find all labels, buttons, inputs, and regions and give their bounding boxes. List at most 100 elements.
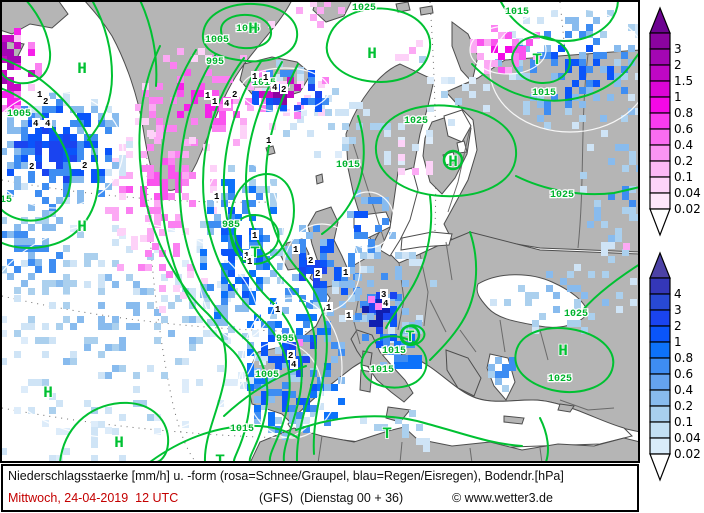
pressure-center-T: T bbox=[250, 244, 260, 262]
pressure-center-H: H bbox=[114, 434, 124, 452]
precip-value: 2 bbox=[315, 269, 320, 279]
scale-arrow-top bbox=[649, 251, 671, 279]
precip-value: 2 bbox=[232, 90, 237, 100]
sea bbox=[400, 231, 453, 251]
precip-cluster-greenland-blob-tail bbox=[1, 210, 84, 294]
border-line bbox=[559, 399, 615, 411]
pressure-center-T: T bbox=[215, 452, 225, 470]
precip-value: 4 bbox=[45, 119, 51, 129]
border-line bbox=[317, 435, 323, 462]
isobar-line bbox=[223, 365, 307, 417]
precip-cluster-alps-core bbox=[355, 292, 397, 348]
precip-value: 1 bbox=[252, 231, 258, 241]
landmass bbox=[312, 1, 353, 23]
isobar-line bbox=[219, 13, 273, 50]
pressure-center-circle bbox=[442, 149, 464, 171]
precip-value: 4 bbox=[272, 83, 278, 93]
scale-segment bbox=[649, 144, 671, 162]
scale-tick-label: 1 bbox=[674, 335, 682, 349]
isobar-line bbox=[514, 327, 615, 393]
landmass bbox=[503, 415, 525, 425]
pressure-center-H: H bbox=[77, 218, 87, 236]
rain-scale-svg: 4 3 2 1 0.8 0.6 0.4 0.2 0.1 0.04 0.02 bbox=[649, 251, 701, 482]
precip-cluster-pink-bothnia bbox=[398, 140, 433, 175]
scale-tick-label: 4 bbox=[674, 287, 682, 301]
precip-outline bbox=[489, 7, 639, 133]
scale-segment bbox=[649, 389, 671, 407]
precip-cluster-ne-russia bbox=[495, 10, 639, 129]
precip-values-layer: 124422114211421111112211113424 bbox=[28, 71, 390, 370]
isobar-line bbox=[539, 417, 549, 462]
landmass bbox=[315, 173, 324, 185]
scale-segment bbox=[649, 293, 671, 311]
scale-tick-label: 1.5 bbox=[674, 74, 693, 88]
precip-cluster-kanin bbox=[427, 77, 490, 126]
pressure-center-T: T bbox=[532, 51, 542, 69]
scale-tick-label: 0.02 bbox=[674, 202, 701, 216]
isobar-line bbox=[87, 1, 114, 141]
isobar-line bbox=[360, 335, 428, 389]
border-line bbox=[539, 447, 543, 462]
pressure-label: 1015 bbox=[230, 424, 254, 435]
precip-cluster-s-norway bbox=[347, 190, 396, 253]
border-line bbox=[445, 241, 453, 281]
scale-segment bbox=[649, 160, 671, 178]
precip-value: 2 bbox=[281, 85, 286, 95]
scale-tick-label: 0.1 bbox=[674, 170, 693, 184]
precip-cluster-pink-barents-w bbox=[395, 40, 423, 61]
precip-value: 1 bbox=[266, 136, 272, 146]
pressure-label: 1005 bbox=[205, 35, 229, 46]
border-line bbox=[447, 127, 471, 213]
scale-segment bbox=[649, 176, 671, 194]
isobar-line bbox=[201, 2, 299, 63]
precip-value: 1 bbox=[343, 268, 349, 278]
pressure-label: 1025 bbox=[548, 374, 572, 385]
scale-segment bbox=[649, 357, 671, 375]
pressure-label: 1015 bbox=[336, 160, 360, 171]
scale-tick-label: 0.02 bbox=[674, 447, 701, 461]
isobar-line bbox=[228, 173, 295, 265]
isobar-line bbox=[244, 61, 317, 462]
isobar-line bbox=[429, 231, 478, 361]
isobar-line bbox=[59, 401, 170, 462]
scale-tick-label: 0.04 bbox=[674, 431, 701, 445]
scale-segment bbox=[649, 112, 671, 130]
precip-value: 1 bbox=[205, 91, 211, 101]
map-layers: 1005 1015 1005 995 1015 1035 985 995 1005 1015 101… bbox=[1, 1, 639, 470]
scale-tick-label: 0.8 bbox=[674, 106, 693, 120]
precip-value: 1 bbox=[247, 257, 253, 267]
precip-value: 1 bbox=[346, 311, 352, 321]
scale-segment bbox=[649, 32, 671, 50]
isobar-layer bbox=[1, 1, 639, 462]
scale-segment bbox=[649, 48, 671, 66]
scale-segment bbox=[649, 437, 671, 455]
isobar-line bbox=[138, 45, 227, 462]
scale-segment bbox=[649, 192, 671, 210]
pressure-center-H: H bbox=[77, 60, 87, 78]
precip-value: 4 bbox=[224, 99, 230, 109]
precip-value: 1 bbox=[275, 305, 281, 315]
pressure-label: 1025 bbox=[550, 190, 574, 201]
precip-value: 3 bbox=[381, 290, 386, 300]
scale-tick-label: 0.1 bbox=[674, 415, 693, 429]
sea bbox=[456, 140, 468, 154]
isobar-line bbox=[577, 263, 639, 317]
landmass bbox=[395, 1, 411, 13]
border-line bbox=[399, 441, 403, 462]
precip-cluster-snow-swath-s bbox=[117, 215, 208, 313]
precip-outline bbox=[1, 221, 261, 439]
pressure-label: 1025 bbox=[564, 309, 588, 320]
precip-outline bbox=[469, 25, 547, 75]
scale-segment bbox=[649, 421, 671, 439]
pressure-label: 1025 bbox=[404, 116, 428, 127]
landmass bbox=[359, 369, 373, 393]
isobar-line bbox=[178, 53, 269, 462]
scale-tick-label: 0.8 bbox=[674, 351, 693, 365]
snow-scale-svg: 3 2 1.5 1 0.8 0.6 0.4 0.2 0.1 0.04 0.02 bbox=[649, 6, 701, 237]
precip-value: 2 bbox=[308, 256, 313, 266]
precip-cell bbox=[296, 339, 303, 346]
precip-cluster-med-scatter bbox=[360, 410, 430, 452]
precip-value: 4 bbox=[291, 360, 297, 370]
pressure-center-T: T bbox=[382, 425, 392, 443]
scale-segment bbox=[649, 64, 671, 82]
